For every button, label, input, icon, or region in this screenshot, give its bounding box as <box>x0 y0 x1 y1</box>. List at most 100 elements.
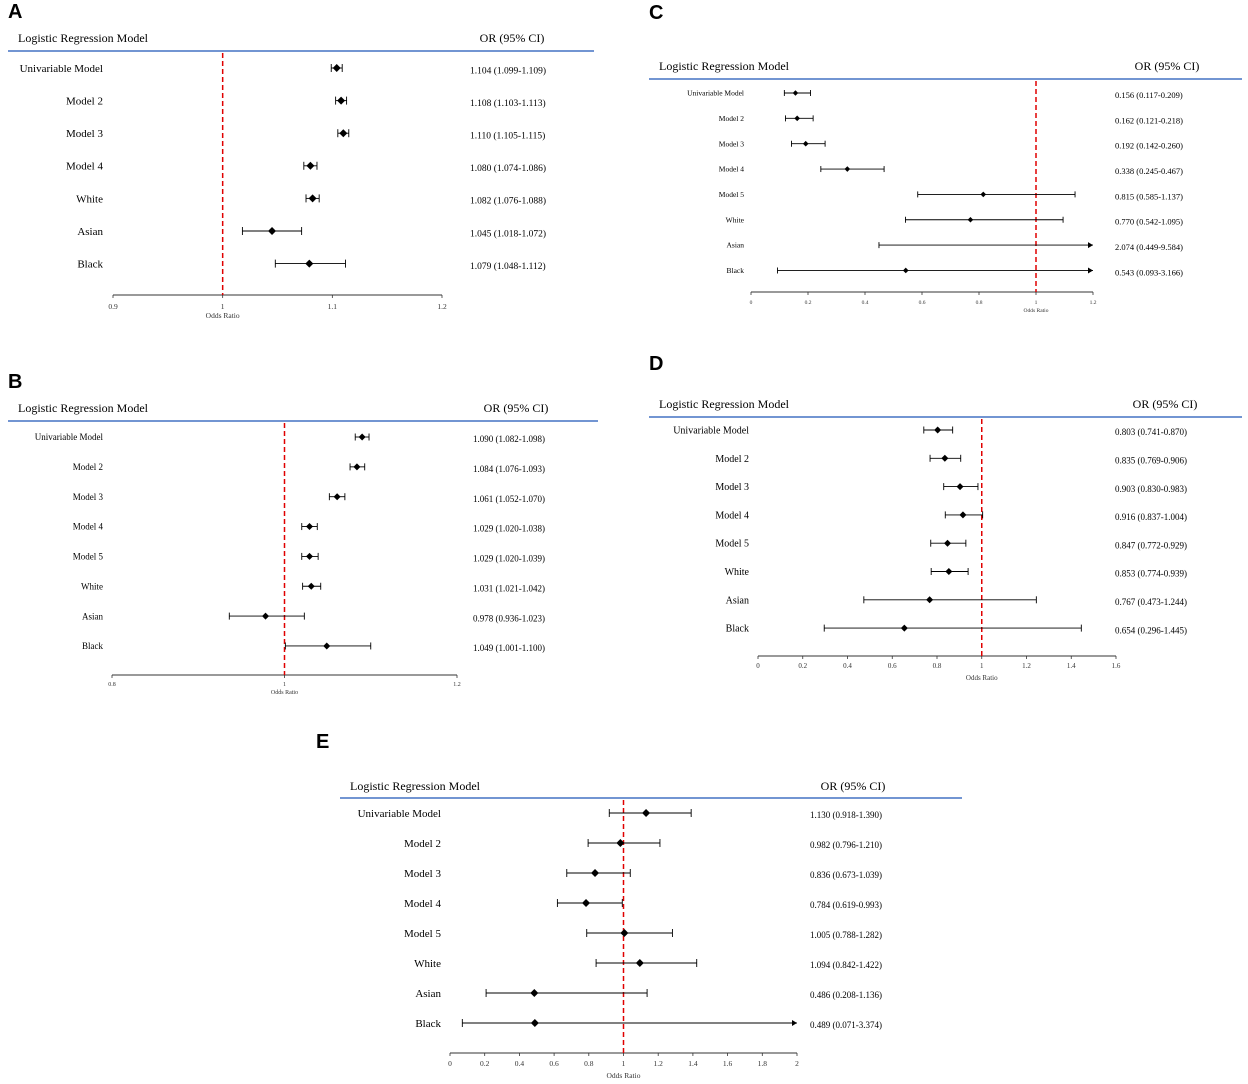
or-ci-text: 0.815 (0.585-1.137) <box>1115 191 1183 201</box>
header-or-label: OR (95% CI) <box>821 779 886 793</box>
or-ci-text: 1.005 (0.788-1.282) <box>810 930 882 940</box>
or-ci-text: 2.074 (0.449-9.584) <box>1115 242 1183 252</box>
row-label: Model 4 <box>73 522 104 532</box>
or-ci-text: 0.767 (0.473-1.244) <box>1115 597 1187 607</box>
x-tick-label: 0.2 <box>798 662 807 670</box>
x-axis-label: Odds Ratio <box>271 690 298 696</box>
or-ci-text: 0.803 (0.741-0.870) <box>1115 427 1187 437</box>
or-ci-text: 0.784 (0.619-0.993) <box>810 900 882 910</box>
panel-letter: E <box>316 731 329 753</box>
or-ci-text: 0.486 (0.208-1.136) <box>810 990 882 1000</box>
point-estimate-diamond <box>980 191 987 198</box>
panel-letter: B <box>8 371 22 393</box>
point-estimate-diamond <box>941 454 949 462</box>
point-estimate-diamond <box>262 612 270 620</box>
x-tick-label: 0 <box>756 662 760 670</box>
or-ci-text: 1.108 (1.103-1.113) <box>470 98 546 109</box>
or-ci-text: 0.853 (0.774-0.939) <box>1115 569 1187 579</box>
row-label: Black <box>727 266 745 275</box>
x-tick-label: 1.4 <box>688 1059 698 1068</box>
or-ci-text: 1.061 (1.052-1.070) <box>473 494 545 504</box>
row-label: Model 3 <box>715 482 749 493</box>
point-estimate-diamond <box>945 568 953 575</box>
panel-E: E Logistic Regression Model OR (95% CI) 0 0.… <box>316 731 962 1080</box>
row-label: Model 3 <box>719 139 744 148</box>
or-ci-text: 0.835 (0.769-0.906) <box>1115 455 1187 465</box>
x-tick-label: 1.6 <box>723 1059 733 1068</box>
x-tick-label: 0.6 <box>888 662 897 670</box>
x-tick-label: 0.4 <box>515 1059 525 1068</box>
ci-arrow-right <box>1088 267 1093 274</box>
row-label: Model 5 <box>719 190 744 199</box>
point-estimate-diamond <box>959 511 967 519</box>
x-tick-label: 1.6 <box>1112 662 1121 670</box>
or-ci-text: 0.338 (0.245-0.467) <box>1115 166 1183 176</box>
point-estimate-diamond <box>635 959 644 967</box>
point-estimate-diamond <box>616 839 625 847</box>
header-model-label: Logistic Regression Model <box>18 401 149 415</box>
header-or-label: OR (95% CI) <box>480 31 545 45</box>
point-estimate-diamond <box>306 161 315 170</box>
x-tick-label: 0.6 <box>919 300 926 306</box>
header-model-label: Logistic Regression Model <box>350 779 481 793</box>
or-ci-text: 0.836 (0.673-1.039) <box>810 870 882 880</box>
row-label: White <box>81 581 103 591</box>
x-axis-label: Odds Ratio <box>206 311 240 320</box>
panel-C: C Logistic Regression Model OR (95% CI) 0 0.… <box>649 2 1242 314</box>
row-label: Model 3 <box>73 492 104 502</box>
header-model-label: Logistic Regression Model <box>18 31 149 45</box>
row-label: Model 2 <box>404 838 441 850</box>
x-tick-label: 0.6 <box>549 1059 559 1068</box>
row-label: Model 4 <box>404 898 441 910</box>
point-estimate-diamond <box>333 493 341 501</box>
x-tick-label: 2 <box>795 1059 799 1068</box>
point-estimate-diamond <box>323 642 331 650</box>
or-ci-text: 0.192 (0.142-0.260) <box>1115 141 1183 151</box>
point-estimate-diamond <box>268 227 277 235</box>
point-estimate-diamond <box>530 989 539 997</box>
or-ci-text: 0.978 (0.936-1.023) <box>473 613 545 623</box>
row-label: Model 4 <box>66 161 103 173</box>
x-tick-label: 0 <box>448 1059 452 1068</box>
x-tick-label: 1.1 <box>328 302 338 311</box>
or-ci-text: 0.489 (0.071-3.374) <box>810 1020 882 1030</box>
point-estimate-diamond <box>802 140 809 147</box>
point-estimate-diamond <box>620 929 629 937</box>
or-ci-text: 1.110 (1.105-1.115) <box>470 131 545 142</box>
row-label: Model 5 <box>73 552 104 562</box>
point-estimate-diamond <box>967 216 974 223</box>
row-label: Model 2 <box>719 114 744 123</box>
x-axis-label: Odds Ratio <box>1024 308 1049 314</box>
or-ci-text: 1.094 (0.842-1.422) <box>810 960 882 970</box>
x-tick-label: 1 <box>622 1059 626 1068</box>
or-ci-text: 1.080 (1.074-1.086) <box>470 163 546 174</box>
point-estimate-diamond <box>902 267 909 274</box>
or-ci-text: 1.082 (1.076-1.088) <box>470 196 546 207</box>
row-label: Univariable Model <box>687 89 744 98</box>
x-tick-label: 1.2 <box>1022 662 1031 670</box>
x-axis-label: Odds Ratio <box>966 674 998 682</box>
x-tick-label: 0 <box>750 300 753 306</box>
x-tick-label: 0.9 <box>108 302 118 311</box>
row-label: White <box>414 958 441 970</box>
point-estimate-diamond <box>926 596 934 604</box>
row-label: Univariable Model <box>20 63 103 75</box>
row-label: Asian <box>415 988 441 1000</box>
x-tick-label: 0.2 <box>480 1059 490 1068</box>
panel-letter: A <box>8 1 22 23</box>
or-ci-text: 0.847 (0.772-0.929) <box>1115 540 1187 550</box>
x-axis-label: Odds Ratio <box>607 1071 641 1080</box>
header-or-label: OR (95% CI) <box>484 401 549 415</box>
or-ci-text: 0.916 (0.837-1.004) <box>1115 512 1187 522</box>
point-estimate-diamond <box>934 426 942 434</box>
row-label: Black <box>415 1018 441 1030</box>
row-label: Model 3 <box>66 128 103 140</box>
row-label: Univariable Model <box>358 808 441 820</box>
x-tick-label: 1 <box>221 302 225 311</box>
or-ci-text: 0.543 (0.093-3.166) <box>1115 267 1183 277</box>
row-label: Model 4 <box>719 165 744 174</box>
row-label: Model 2 <box>73 462 103 472</box>
row-label: Model 2 <box>715 454 749 465</box>
x-tick-label: 1.8 <box>758 1059 768 1068</box>
